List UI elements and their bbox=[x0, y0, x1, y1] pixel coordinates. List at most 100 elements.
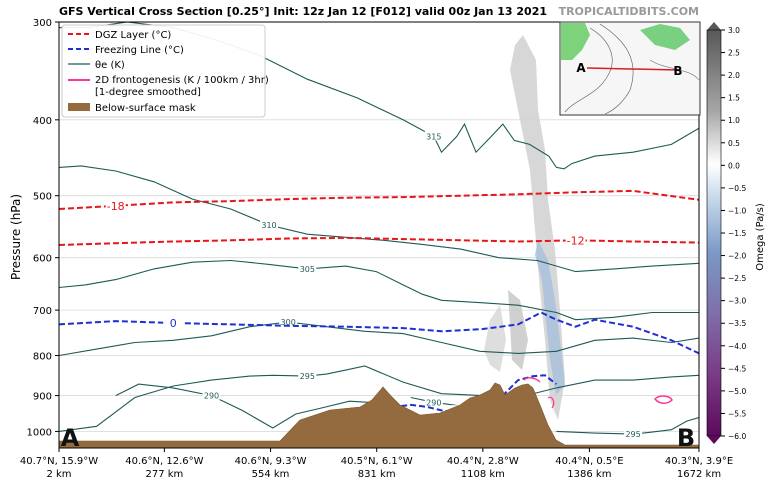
series-line-0 bbox=[59, 189, 699, 210]
colorbar-tick-label-6: 0.0 bbox=[728, 161, 740, 170]
colorbar-tick-label-2: 2.0 bbox=[728, 71, 740, 80]
x-tick-coord-0: 40.7°N, 15.9°W bbox=[20, 456, 98, 467]
x-tick-dist-6: 1672 km bbox=[677, 469, 721, 480]
frontogenesis-contour-center bbox=[523, 377, 541, 383]
colorbar: 3.0 2.5 2.0 1.5 1.0 0.5 0.0 −0.5 −1.0 −1.5 −2.0 −2.… bbox=[706, 22, 766, 444]
colorbar-tick-label-8: −1.0 bbox=[728, 206, 746, 215]
series-line-2 bbox=[59, 311, 699, 355]
colorbar-label: Omega (Pa/s) bbox=[755, 203, 766, 271]
x-tick-coord-5: 40.4°N, 0.5°E bbox=[555, 456, 623, 467]
theta-e-contour-310-1 bbox=[59, 165, 699, 273]
legend-box bbox=[61, 24, 266, 118]
chart-title: GFS Vertical Cross Section [0.25°] Init:… bbox=[59, 5, 547, 18]
theta-e-label-3: 300 bbox=[281, 318, 296, 327]
inset-isobar-2 bbox=[599, 23, 634, 115]
theta-e-label-bg-4 bbox=[298, 370, 317, 381]
legend-label-dgz: DGZ Layer (°C) bbox=[95, 30, 171, 41]
x-tick-coord-6: 40.3°N, 3.9°E bbox=[665, 456, 733, 467]
inset-map: A B bbox=[559, 21, 701, 116]
theta-e-label-bg-7 bbox=[624, 428, 643, 439]
theta-e-label-bg-1 bbox=[260, 219, 279, 230]
theta-e-contour-290-5 bbox=[115, 383, 392, 429]
colorbar-tick-label-14: −4.0 bbox=[728, 342, 746, 351]
y-tick-label-500: 500 bbox=[33, 192, 52, 203]
x-tick-dist-4: 1108 km bbox=[461, 469, 505, 480]
inset-point-b: B bbox=[673, 64, 682, 78]
series-label-bg-1 bbox=[565, 233, 586, 247]
series-label-bg-0 bbox=[105, 198, 126, 212]
theta-e-label-bg-5 bbox=[202, 389, 221, 400]
colorbar-tick-label-9: −1.5 bbox=[728, 229, 746, 238]
legend-swatch-mask bbox=[68, 103, 90, 111]
theta-e-label-bg-3 bbox=[279, 316, 298, 327]
y-tick-label-300: 300 bbox=[33, 18, 52, 29]
frontogenesis-contour-right bbox=[653, 395, 673, 404]
series-line-3 bbox=[375, 374, 558, 417]
omega-positive-area-3 bbox=[508, 290, 528, 370]
y-tick-label-700: 700 bbox=[33, 306, 52, 317]
theta-e-label-0: 315 bbox=[426, 132, 441, 141]
y-axis-label: Pressure (hPa) bbox=[9, 194, 23, 280]
colorbar-tick-label-10: −2.0 bbox=[728, 252, 746, 261]
inset-isobar-1 bbox=[564, 27, 613, 113]
theta-e-contour-295-7 bbox=[556, 416, 699, 435]
x-tick-dist-0: 2 km bbox=[46, 469, 71, 480]
theta-e-label-2: 305 bbox=[300, 265, 315, 274]
x-tick-dist-2: 554 km bbox=[252, 469, 290, 480]
legend-label-frontogenesis: 2D frontogenesis (K / 100km / 3hr) bbox=[95, 75, 269, 86]
x-tick-dist-3: 831 km bbox=[358, 469, 396, 480]
x-tick-dist-1: 277 km bbox=[145, 469, 183, 480]
colorbar-tick-label-11: −2.5 bbox=[728, 274, 746, 283]
inset-precip-east bbox=[640, 24, 690, 50]
colorbar-tick-label-5: 0.5 bbox=[728, 139, 740, 148]
y-tick-label-1000: 1000 bbox=[27, 427, 52, 438]
theta-e-label-bg-0 bbox=[424, 130, 443, 141]
omega-positive-area-2 bbox=[484, 305, 506, 372]
y-tick-label-600: 600 bbox=[33, 254, 52, 265]
theta-e-label-bg-6 bbox=[424, 396, 443, 407]
x-tick-coord-3: 40.5°N, 6.1°W bbox=[341, 456, 413, 467]
inset-section-line bbox=[586, 67, 679, 71]
colorbar-ticks: 3.0 2.5 2.0 1.5 1.0 0.5 0.0 −0.5 −1.0 −1.5 −2.0 −2.… bbox=[721, 26, 746, 441]
colorbar-tick-label-0: 3.0 bbox=[728, 26, 740, 35]
colorbar-bottom-extension bbox=[707, 436, 721, 444]
series-label-2: 0 bbox=[170, 317, 177, 330]
colorbar-tick-label-7: −0.5 bbox=[728, 184, 746, 193]
colorbar-tick-label-18: −6.0 bbox=[728, 432, 746, 441]
theta-e-label-5: 290 bbox=[204, 392, 219, 401]
legend-label-mask: Below-surface mask bbox=[95, 103, 196, 114]
watermark: TROPICALTIDBITS.COM bbox=[559, 5, 699, 18]
series-label-bg-2 bbox=[163, 315, 184, 329]
y-tick-label-900: 900 bbox=[33, 392, 52, 403]
colorbar-tick-label-12: −3.0 bbox=[728, 297, 746, 306]
theta-e-label-bg-2 bbox=[298, 262, 317, 273]
plot-frame bbox=[58, 21, 700, 449]
colorbar-tick-label-17: −5.5 bbox=[728, 409, 746, 418]
colorbar-top-extension bbox=[707, 22, 721, 30]
theta-e-contour-305-2 bbox=[59, 259, 699, 321]
colorbar-tick-label-15: −4.5 bbox=[728, 364, 746, 373]
legend-label-frontogenesis-note: [1-degree smoothed] bbox=[95, 87, 201, 98]
legend: DGZ Layer (°C) Freezing Line (°C) θe (K)… bbox=[61, 24, 269, 118]
x-tick-coord-4: 40.4°N, 2.8°W bbox=[447, 456, 519, 467]
inset-point-a: A bbox=[576, 61, 586, 75]
x-tick-coord-1: 40.6°N, 12.6°W bbox=[125, 456, 203, 467]
x-tick-dist-5: 1386 km bbox=[567, 469, 611, 480]
y-tick-label-400: 400 bbox=[33, 116, 52, 127]
colorbar-tick-label-13: −3.5 bbox=[728, 319, 746, 328]
colorbar-tick-label-4: 1.0 bbox=[728, 116, 740, 125]
theta-e-label-7: 295 bbox=[625, 430, 640, 439]
x-axis: 40.7°N, 15.9°W 2 km 40.6°N, 12.6°W 277 km 40… bbox=[20, 448, 733, 480]
series-label-1: -12 bbox=[567, 234, 585, 247]
frontogenesis-contour-small bbox=[547, 396, 555, 409]
x-tick-coord-2: 40.6°N, 9.3°W bbox=[235, 456, 307, 467]
endpoint-label-b: B bbox=[677, 424, 695, 452]
endpoint-label-a: A bbox=[61, 424, 80, 452]
legend-label-theta-e: θe (K) bbox=[95, 60, 125, 71]
y-tick-label-800: 800 bbox=[33, 352, 52, 363]
inset-precip-west bbox=[561, 23, 590, 60]
theta-e-contour-295-4 bbox=[59, 365, 699, 432]
colorbar-tick-label-3: 1.5 bbox=[728, 94, 740, 103]
frontogenesis-contours bbox=[523, 377, 673, 409]
